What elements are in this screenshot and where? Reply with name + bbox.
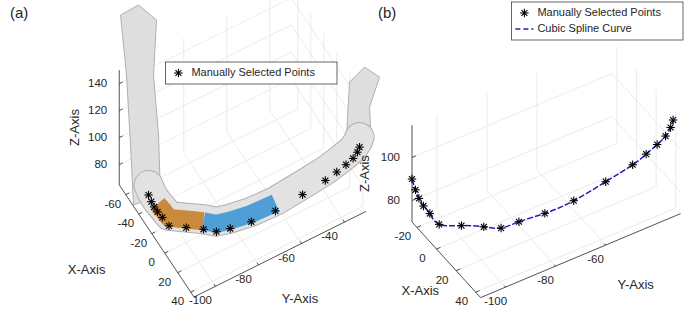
svg-text:Y-Axis: Y-Axis: [282, 291, 319, 306]
svg-text:-20: -20: [130, 237, 147, 249]
svg-text:X-Axis: X-Axis: [68, 262, 106, 277]
svg-text:0: 0: [419, 252, 425, 264]
svg-text:120: 120: [88, 104, 107, 116]
svg-text:-20: -20: [395, 230, 412, 242]
svg-text:-60: -60: [104, 198, 121, 210]
svg-text:Manually Selected Points: Manually Selected Points: [191, 66, 315, 78]
svg-text:-40: -40: [321, 230, 338, 242]
svg-text:0: 0: [149, 256, 155, 268]
svg-text:Cubic Spline Curve: Cubic Spline Curve: [537, 22, 631, 34]
svg-text:-100: -100: [484, 295, 507, 307]
svg-text:140: 140: [88, 77, 107, 89]
svg-text:20: 20: [435, 273, 449, 286]
svg-text:40: 40: [171, 295, 184, 307]
svg-text:Z-Axis: Z-Axis: [357, 155, 372, 192]
svg-text:-60: -60: [278, 252, 295, 264]
svg-text:-80: -80: [235, 273, 252, 285]
svg-text:100: 100: [381, 151, 400, 163]
svg-text:Y-Axis: Y-Axis: [617, 277, 654, 292]
svg-text:(a): (a): [10, 4, 28, 21]
svg-text:40: 40: [455, 295, 468, 307]
svg-text:-100: -100: [189, 294, 212, 306]
svg-text:20: 20: [158, 276, 171, 288]
svg-text:100: 100: [88, 131, 107, 143]
svg-text:X-Axis: X-Axis: [402, 283, 440, 298]
svg-text:-60: -60: [587, 253, 604, 265]
svg-text:80: 80: [387, 194, 400, 206]
svg-text:(b): (b): [378, 4, 396, 21]
svg-text:Z-Axis: Z-Axis: [67, 109, 82, 146]
svg-text:Manually Selected Points: Manually Selected Points: [537, 6, 661, 18]
svg-text:-40: -40: [117, 217, 134, 229]
svg-text:-80: -80: [537, 274, 554, 286]
svg-text:80: 80: [94, 158, 107, 170]
